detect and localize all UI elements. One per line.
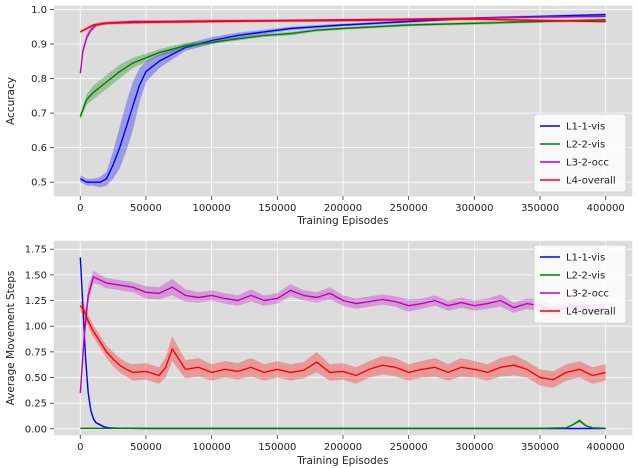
y-tick-label: 0.75 (25, 347, 47, 358)
series-line-L2-2-vis (80, 419, 606, 429)
y-tick-label: 0.5 (31, 178, 47, 189)
legend-label: L3-2-occ (566, 289, 609, 300)
legend-label: L3-2-occ (566, 158, 609, 169)
legend: L1-1-vis L2-2-vis L3-2-occ L4-overall (533, 113, 627, 193)
series-line-L3-2-occ (79, 15, 606, 74)
legend-box (533, 113, 627, 193)
chart-2: 0 50000 100000 150000 200000 250000 300000 3500… (5, 240, 633, 467)
y-tick-label: 0.8 (31, 74, 47, 85)
y-axis-label: Average Movement Steps (5, 271, 17, 406)
y-axis-label: Accuracy (5, 77, 17, 125)
series-line-L2-2-vis (79, 19, 606, 117)
x-tick-label: 400000 (587, 203, 625, 214)
legend-box (533, 244, 627, 324)
x-tick-label: 300000 (455, 442, 493, 453)
x-axis-label: Training Episodes (296, 455, 388, 467)
y-tick-label: 0.9 (31, 40, 47, 51)
series-line-L4-overall (79, 305, 606, 381)
y-tick-label: 1.00 (25, 322, 47, 333)
y-tick-label: 0.7 (31, 109, 47, 120)
x-tick-label: 50000 (130, 203, 162, 214)
series-group (79, 13, 606, 188)
legend-label: L1-1-vis (566, 122, 605, 133)
x-tick-label: 350000 (521, 203, 559, 214)
y-tick-label: 1.50 (25, 270, 47, 281)
x-tick-label: 200000 (324, 203, 362, 214)
series-line-L4-overall (79, 18, 606, 33)
x-tick-label: 100000 (193, 442, 231, 453)
x-tick-label: 50000 (130, 442, 162, 453)
legend-label: L2-2-vis (566, 271, 605, 282)
x-tick-label: 150000 (258, 203, 296, 214)
x-tick-label: 0 (77, 203, 83, 214)
series-band-L4-overall (80, 300, 606, 388)
y-tick-label: 0.50 (25, 373, 47, 384)
series-band-L2-2-vis (80, 18, 606, 120)
x-tick-label: 250000 (390, 442, 428, 453)
x-axis-label: Training Episodes (296, 215, 388, 227)
y-tick-label: 0.00 (25, 424, 47, 435)
legend-label: L4-overall (566, 307, 616, 318)
x-tick-label: 300000 (455, 203, 493, 214)
legend: L1-1-vis L2-2-vis L3-2-occ L4-overall (533, 244, 627, 324)
y-tick-label: 0.6 (31, 143, 47, 154)
series-line-L1-1-vis (79, 13, 606, 183)
y-tick-label: 0.25 (25, 399, 47, 410)
series-line-L3-2-occ (79, 276, 606, 393)
legend-label: L4-overall (566, 176, 616, 187)
x-tick-label: 150000 (258, 442, 296, 453)
chart-1: 0 50000 100000 150000 200000 250000 300000 3500… (5, 5, 633, 227)
y-tick-label: 1.25 (25, 296, 47, 307)
series-group (79, 255, 606, 430)
x-tick-label: 0 (77, 442, 83, 453)
legend-label: L1-1-vis (566, 253, 605, 264)
x-tick-label: 400000 (587, 442, 625, 453)
legend-label: L2-2-vis (566, 140, 605, 151)
y-tick-label: 1.75 (25, 245, 47, 256)
y-tick-label: 1.0 (31, 5, 47, 16)
x-tick-label: 100000 (193, 203, 231, 214)
x-tick-label: 350000 (521, 442, 559, 453)
series-band-L3-2-occ (80, 270, 606, 398)
x-tick-label: 200000 (324, 442, 362, 453)
x-tick-label: 250000 (390, 203, 428, 214)
